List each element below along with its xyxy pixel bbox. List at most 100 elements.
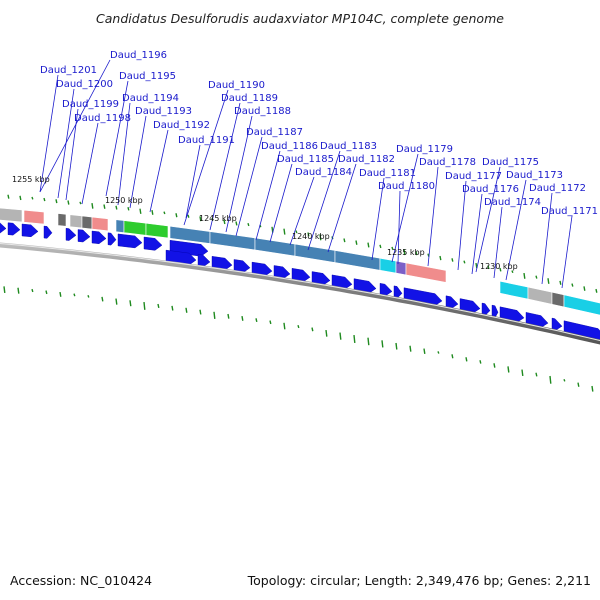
gc-tick: [591, 385, 594, 392]
gc-tick: [59, 291, 62, 297]
cds-arrow: [107, 232, 117, 246]
gc-tick: [311, 327, 314, 332]
gene-label-daud-1182: Daud_1182: [338, 154, 395, 165]
gene-leader-line: [57, 88, 75, 199]
gene-leader-line: [149, 129, 169, 213]
gene-leader-line: [183, 89, 229, 226]
cds-arrow: [233, 259, 251, 273]
gene-label-daud-1178: Daud_1178: [419, 157, 476, 168]
kbp-label-1235: 1235 kbp: [387, 248, 425, 257]
feature-block: [551, 291, 565, 308]
gc-tick: [247, 223, 250, 227]
gc-tick: [283, 322, 286, 330]
cds-arrow: [393, 285, 403, 299]
gc-tick: [297, 324, 300, 329]
gene-leader-line: [81, 122, 99, 205]
gene-leader-line: [255, 150, 281, 241]
cds-arrow: [551, 317, 563, 331]
gene-label-daud-1174: Daud_1174: [484, 197, 541, 208]
cds-arrow: [379, 283, 393, 297]
gc-tick: [43, 197, 46, 202]
cds-arrow: [481, 302, 491, 316]
gene-label-daud-1176: Daud_1176: [462, 184, 519, 195]
gc-tick: [235, 221, 238, 226]
gene-leader-line: [289, 176, 315, 246]
gc-tick: [283, 228, 286, 235]
kbp-label-1245: 1245 kbp: [199, 214, 237, 223]
map-title: Candidatus Desulforudis audaxviator MP10…: [96, 11, 504, 26]
genome-backbone-highlight: [0, 242, 600, 342]
gene-leader-line: [471, 193, 483, 275]
gene-leader-line: [105, 80, 129, 197]
gc-tick: [479, 360, 482, 364]
cds-arrow: [353, 278, 377, 294]
gc-tick: [511, 270, 514, 274]
gc-tick: [353, 335, 356, 343]
gene-label-daud-1196: Daud_1196: [110, 50, 167, 61]
feature-block: [91, 216, 109, 232]
gc-tick: [379, 244, 382, 249]
cds-arrow: [491, 304, 499, 318]
gc-tick: [199, 309, 202, 315]
gc-tick: [115, 205, 118, 210]
gc-tick: [355, 240, 358, 245]
gene-label-daud-1198: Daud_1198: [74, 113, 131, 124]
gc-tick: [175, 213, 178, 218]
cds-arrows: [0, 222, 600, 341]
gene-label-daud-1179: Daud_1179: [396, 144, 453, 155]
gene-leader-line: [371, 177, 385, 261]
gene-label-daud-1175: Daud_1175: [482, 157, 539, 168]
gc-tick: [171, 305, 174, 311]
gc-tick: [269, 320, 272, 325]
gc-tick: [439, 255, 442, 261]
gc-tick: [115, 298, 118, 305]
gc-tick: [79, 201, 82, 205]
cds-arrow: [0, 222, 7, 234]
cds-arrow: [251, 261, 273, 277]
feature-block: [527, 286, 553, 305]
gc-tick: [45, 290, 48, 295]
gc-tick: [423, 348, 426, 354]
gene-leader-line: [269, 163, 293, 243]
gene-label-daud-1186: Daud_1186: [261, 141, 318, 152]
gc-tick: [325, 329, 328, 337]
feature-block: [499, 280, 529, 300]
cds-arrow: [459, 298, 481, 314]
gene-leader-line: [117, 102, 131, 206]
gc-tick: [67, 200, 70, 205]
gene-label-daud-1184: Daud_1184: [295, 167, 352, 178]
gene-leader-line: [493, 206, 503, 279]
gc-tick: [163, 211, 166, 215]
gc-tick: [101, 296, 104, 302]
cds-arrow: [117, 233, 143, 249]
gc-tick: [451, 354, 454, 359]
cds-arrow: [43, 225, 53, 239]
cds-arrow: [21, 223, 39, 238]
gene-leader-lines: [39, 59, 573, 289]
gc-tick: [549, 375, 552, 384]
gene-label-daud-1194: Daud_1194: [122, 93, 179, 104]
feature-block: [254, 237, 296, 257]
gc-tick: [577, 382, 580, 387]
gc-tick: [367, 242, 370, 248]
gene-leader-line: [225, 115, 253, 233]
cds-arrow: [273, 265, 291, 280]
gc-tick: [343, 238, 346, 243]
cds-arrow: [331, 274, 353, 290]
kbp-label-1255: 1255 kbp: [12, 175, 50, 184]
gc-tick: [319, 234, 322, 241]
kbp-label-1250: 1250 kbp: [105, 196, 143, 205]
gene-label-daud-1200: Daud_1200: [56, 79, 113, 90]
cds-arrow: [499, 306, 525, 323]
gene-label-daud-1199: Daud_1199: [62, 99, 119, 110]
gene-label-daud-1187: Daud_1187: [246, 127, 303, 138]
cds-arrow: [91, 230, 107, 244]
gc-tick: [507, 366, 510, 373]
feature-block: [23, 209, 45, 225]
cds-arrow: [311, 271, 331, 286]
gc-tick: [143, 302, 146, 310]
gc-tick: [91, 203, 94, 209]
gene-label-daud-1173: Daud_1173: [506, 170, 563, 181]
gene-leader-line: [235, 136, 263, 237]
